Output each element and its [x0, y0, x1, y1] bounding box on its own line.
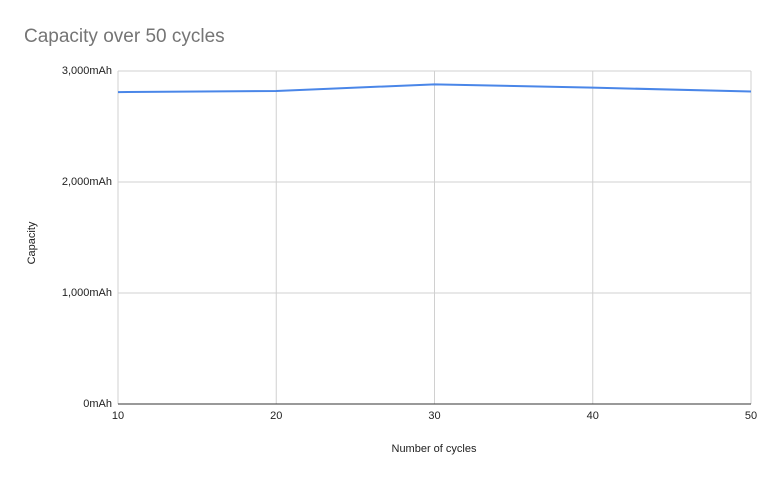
- y-tick-label: 0mAh: [83, 398, 112, 410]
- x-tick-label: 20: [270, 410, 282, 422]
- y-axis-label: Capacity: [26, 221, 38, 264]
- x-tick-label: 30: [428, 410, 440, 422]
- x-axis-label: Number of cycles: [392, 443, 477, 455]
- x-tick-label: 40: [587, 410, 599, 422]
- y-tick-label: 2,000mAh: [62, 176, 112, 188]
- y-tick-label: 3,000mAh: [62, 65, 112, 77]
- series-line: [117, 83, 752, 94]
- chart-title: Capacity over 50 cycles: [24, 26, 225, 47]
- y-tick-label: 1,000mAh: [62, 287, 112, 299]
- x-tick-label: 50: [745, 410, 757, 422]
- x-tick-label: 10: [112, 410, 124, 422]
